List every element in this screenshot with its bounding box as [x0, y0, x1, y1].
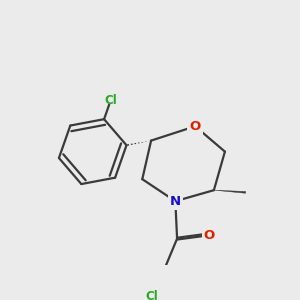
Text: N: N	[170, 195, 181, 208]
Polygon shape	[214, 190, 246, 193]
Text: O: O	[204, 229, 215, 242]
Text: O: O	[190, 120, 201, 133]
Text: Cl: Cl	[104, 94, 117, 107]
Text: Cl: Cl	[145, 290, 158, 300]
